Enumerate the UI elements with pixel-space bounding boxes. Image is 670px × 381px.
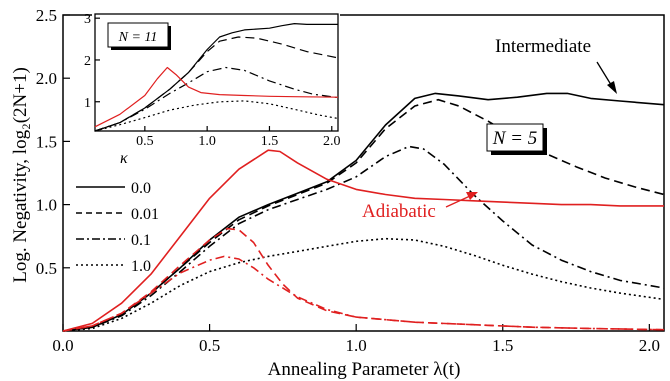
- inset-xtick-label-1: 1.0: [198, 134, 216, 149]
- adiabatic-arrow: [445, 195, 471, 208]
- inset-ytick-label-1: 2: [84, 54, 91, 69]
- main-xtick-label-1: 0.5: [199, 336, 220, 355]
- main-xtick-label-2: 1.0: [346, 336, 367, 355]
- main-ytick-label-1: 1.0: [36, 196, 57, 215]
- legend: κ 0.0 0.01 0.1 1.0: [76, 150, 159, 275]
- main-series-1: [62, 98, 665, 332]
- main-ticks: 0.0 0.5 1.0 1.5 2.0 0.5 1.0 1.5 2.0 2.5: [36, 6, 660, 355]
- annotation-intermediate: Intermediate: [495, 36, 591, 57]
- inset-ytick-label-0: 1: [84, 96, 91, 111]
- n5-box: [486, 123, 544, 152]
- inset-ytick-label-2: 3: [84, 12, 91, 27]
- annotation-adiabatic: Adiabatic: [362, 201, 436, 222]
- inset-ticks: 0.5 1.0 1.5 2.0 1 2 3: [84, 12, 341, 149]
- x-axis-label: Annealing Parameter λ(t): [268, 359, 461, 380]
- legend-label-1: 0.01: [131, 206, 159, 223]
- legend-title: κ: [120, 150, 128, 167]
- main-ytick-label-3: 2.0: [36, 69, 57, 88]
- main-plot-frame: [62, 14, 665, 332]
- legend-label-3: 1.0: [131, 258, 151, 275]
- main-series: [62, 92, 665, 332]
- main-ytick-label-2: 1.5: [36, 132, 57, 151]
- inset-xtick-label-2: 1.5: [261, 134, 279, 149]
- main-xtick-label-3: 1.5: [492, 336, 513, 355]
- legend-label-2: 0.1: [131, 232, 151, 249]
- y-axis-label: Log. Negativity, log₂(2N+1): [10, 67, 31, 283]
- main-ytick-label-0: 0.5: [36, 259, 57, 278]
- inset-series-1: [94, 36, 339, 132]
- n11-box: [107, 22, 169, 48]
- inset-series-4: [94, 66, 339, 128]
- intermediate-arrowhead: [607, 81, 617, 94]
- main-xtick-label-0: 0.0: [52, 336, 73, 355]
- inset-series: [94, 23, 339, 132]
- inset-xtick-label-0: 0.5: [136, 134, 154, 149]
- adiabatic-arrowhead: [466, 192, 478, 200]
- inset-series-0: [94, 23, 338, 132]
- main-ytick-label-4: 2.5: [36, 6, 57, 25]
- main-series-4: [62, 149, 664, 332]
- main-series-5: [62, 227, 665, 332]
- legend-label-0: 0.0: [131, 180, 151, 197]
- main-series-2: [62, 145, 665, 332]
- main-series-3: [62, 237, 665, 332]
- main-xtick-label-4: 2.0: [639, 336, 660, 355]
- n11-label: N = 11: [118, 30, 158, 45]
- inset-series-2: [94, 66, 339, 132]
- n5-label: N = 5: [492, 128, 538, 149]
- inset-xtick-label-3: 2.0: [323, 134, 341, 149]
- inset-frame: [94, 13, 339, 132]
